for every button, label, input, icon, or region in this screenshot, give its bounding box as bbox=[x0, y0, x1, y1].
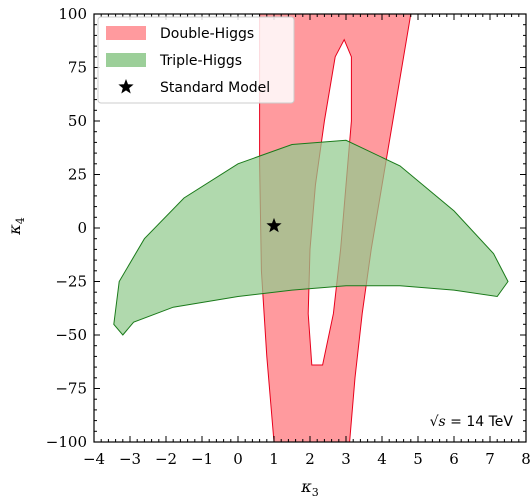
y-tick-label: 100 bbox=[58, 5, 87, 23]
x-tick-label: −3 bbox=[119, 450, 141, 468]
markers-layer bbox=[266, 217, 282, 233]
tick-labels-layer: −4 −3 −2 −1 0 1 2 3 4 5 6 7 8 −100 −75 −50 −25 0 25 50 75 100 bbox=[46, 5, 531, 468]
x-tick-label: 7 bbox=[485, 450, 495, 468]
y-tick-label: 50 bbox=[68, 112, 87, 130]
legend-label-standard-model: Standard Model bbox=[160, 80, 270, 96]
energy-annotation-sqrt-s: √s bbox=[430, 414, 446, 430]
x-axis-title-sub: 3 bbox=[312, 486, 319, 499]
energy-annotation-value: = 14 TeV bbox=[446, 414, 514, 430]
legend-label-double-higgs: Double-Higgs bbox=[160, 26, 254, 42]
x-tick-label: 3 bbox=[341, 450, 351, 468]
y-axis-title-main: κ bbox=[5, 224, 24, 236]
x-axis-title: κ3 bbox=[300, 477, 319, 499]
x-tick-label: 2 bbox=[305, 450, 315, 468]
legend-swatch-triple-higgs bbox=[106, 53, 146, 67]
y-tick-label: −75 bbox=[55, 380, 87, 398]
y-axis-title: κ4 bbox=[5, 217, 27, 236]
x-tick-label: −2 bbox=[155, 450, 177, 468]
legend-box bbox=[97, 16, 295, 104]
y-axis-title-sub: 4 bbox=[14, 217, 27, 224]
legend: Double-Higgs Triple-Higgs Standard Model bbox=[97, 16, 295, 104]
y-tick-label: −50 bbox=[55, 326, 87, 344]
x-tick-label: 8 bbox=[521, 450, 531, 468]
regions-layer bbox=[113, 14, 509, 442]
y-tick-label: −25 bbox=[55, 273, 87, 291]
x-tick-label: 0 bbox=[233, 450, 243, 468]
y-tick-label: 0 bbox=[77, 219, 87, 237]
energy-annotation: √s = 14 TeV bbox=[430, 414, 514, 430]
x-tick-label: 1 bbox=[269, 450, 279, 468]
y-tick-label: 25 bbox=[68, 166, 87, 184]
legend-marker-standard-model bbox=[118, 79, 134, 94]
legend-swatch-double-higgs bbox=[106, 26, 146, 40]
x-tick-label: 6 bbox=[449, 450, 459, 468]
x-axis-title-main: κ bbox=[300, 477, 312, 496]
x-tick-label: −4 bbox=[83, 450, 105, 468]
ticks-layer bbox=[93, 13, 527, 443]
legend-label-triple-higgs: Triple-Higgs bbox=[159, 53, 242, 69]
y-tick-label: −100 bbox=[46, 433, 87, 451]
y-tick-label: 75 bbox=[68, 59, 87, 77]
x-tick-label: 5 bbox=[413, 450, 423, 468]
x-tick-label: 4 bbox=[377, 450, 387, 468]
x-tick-label: −1 bbox=[191, 450, 213, 468]
region-triple-higgs bbox=[113, 139, 509, 336]
standard-model-marker bbox=[266, 217, 282, 233]
